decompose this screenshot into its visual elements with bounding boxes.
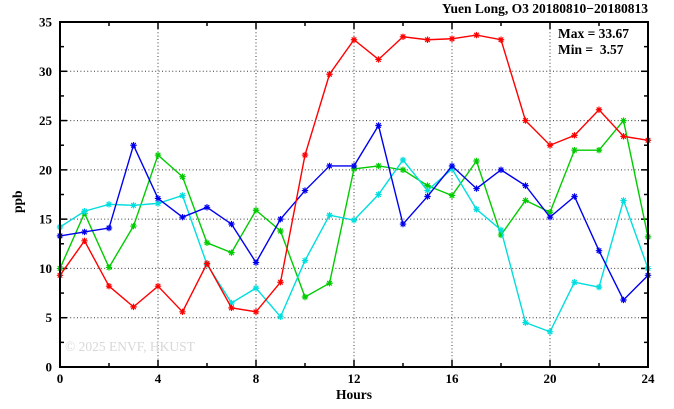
chart-title: Yuen Long, O3 20180810−20180813 — [442, 1, 648, 16]
y-tick-label: 25 — [39, 113, 53, 128]
x-tick-label: 0 — [57, 371, 64, 386]
x-tick-label: 20 — [544, 371, 557, 386]
x-tick-label: 4 — [155, 371, 162, 386]
stats-legend: Max = 33.67 Min = 3.57 — [558, 26, 629, 58]
y-tick-label: 30 — [39, 64, 52, 79]
y-tick-label: 5 — [46, 310, 53, 325]
legend-min-value: Min = 3.57 — [558, 42, 624, 57]
y-tick-label: 15 — [39, 212, 53, 227]
x-tick-label: 8 — [253, 371, 260, 386]
x-axis-label: Hours — [335, 387, 373, 402]
y-axis-label: ppb — [10, 190, 25, 213]
y-tick-label: 35 — [39, 15, 53, 30]
x-tick-label: 12 — [348, 371, 361, 386]
legend-max-value: Max = 33.67 — [558, 26, 630, 41]
plot-frame — [59, 21, 649, 368]
x-tick-label: 16 — [446, 371, 460, 386]
y-tick-label: 0 — [46, 360, 53, 375]
x-tick-label: 24 — [642, 371, 656, 386]
y-tick-label: 20 — [39, 162, 52, 177]
copyright-watermark: © 2025 ENVF, HKUST — [65, 339, 195, 354]
y-tick-label: 10 — [39, 261, 52, 276]
